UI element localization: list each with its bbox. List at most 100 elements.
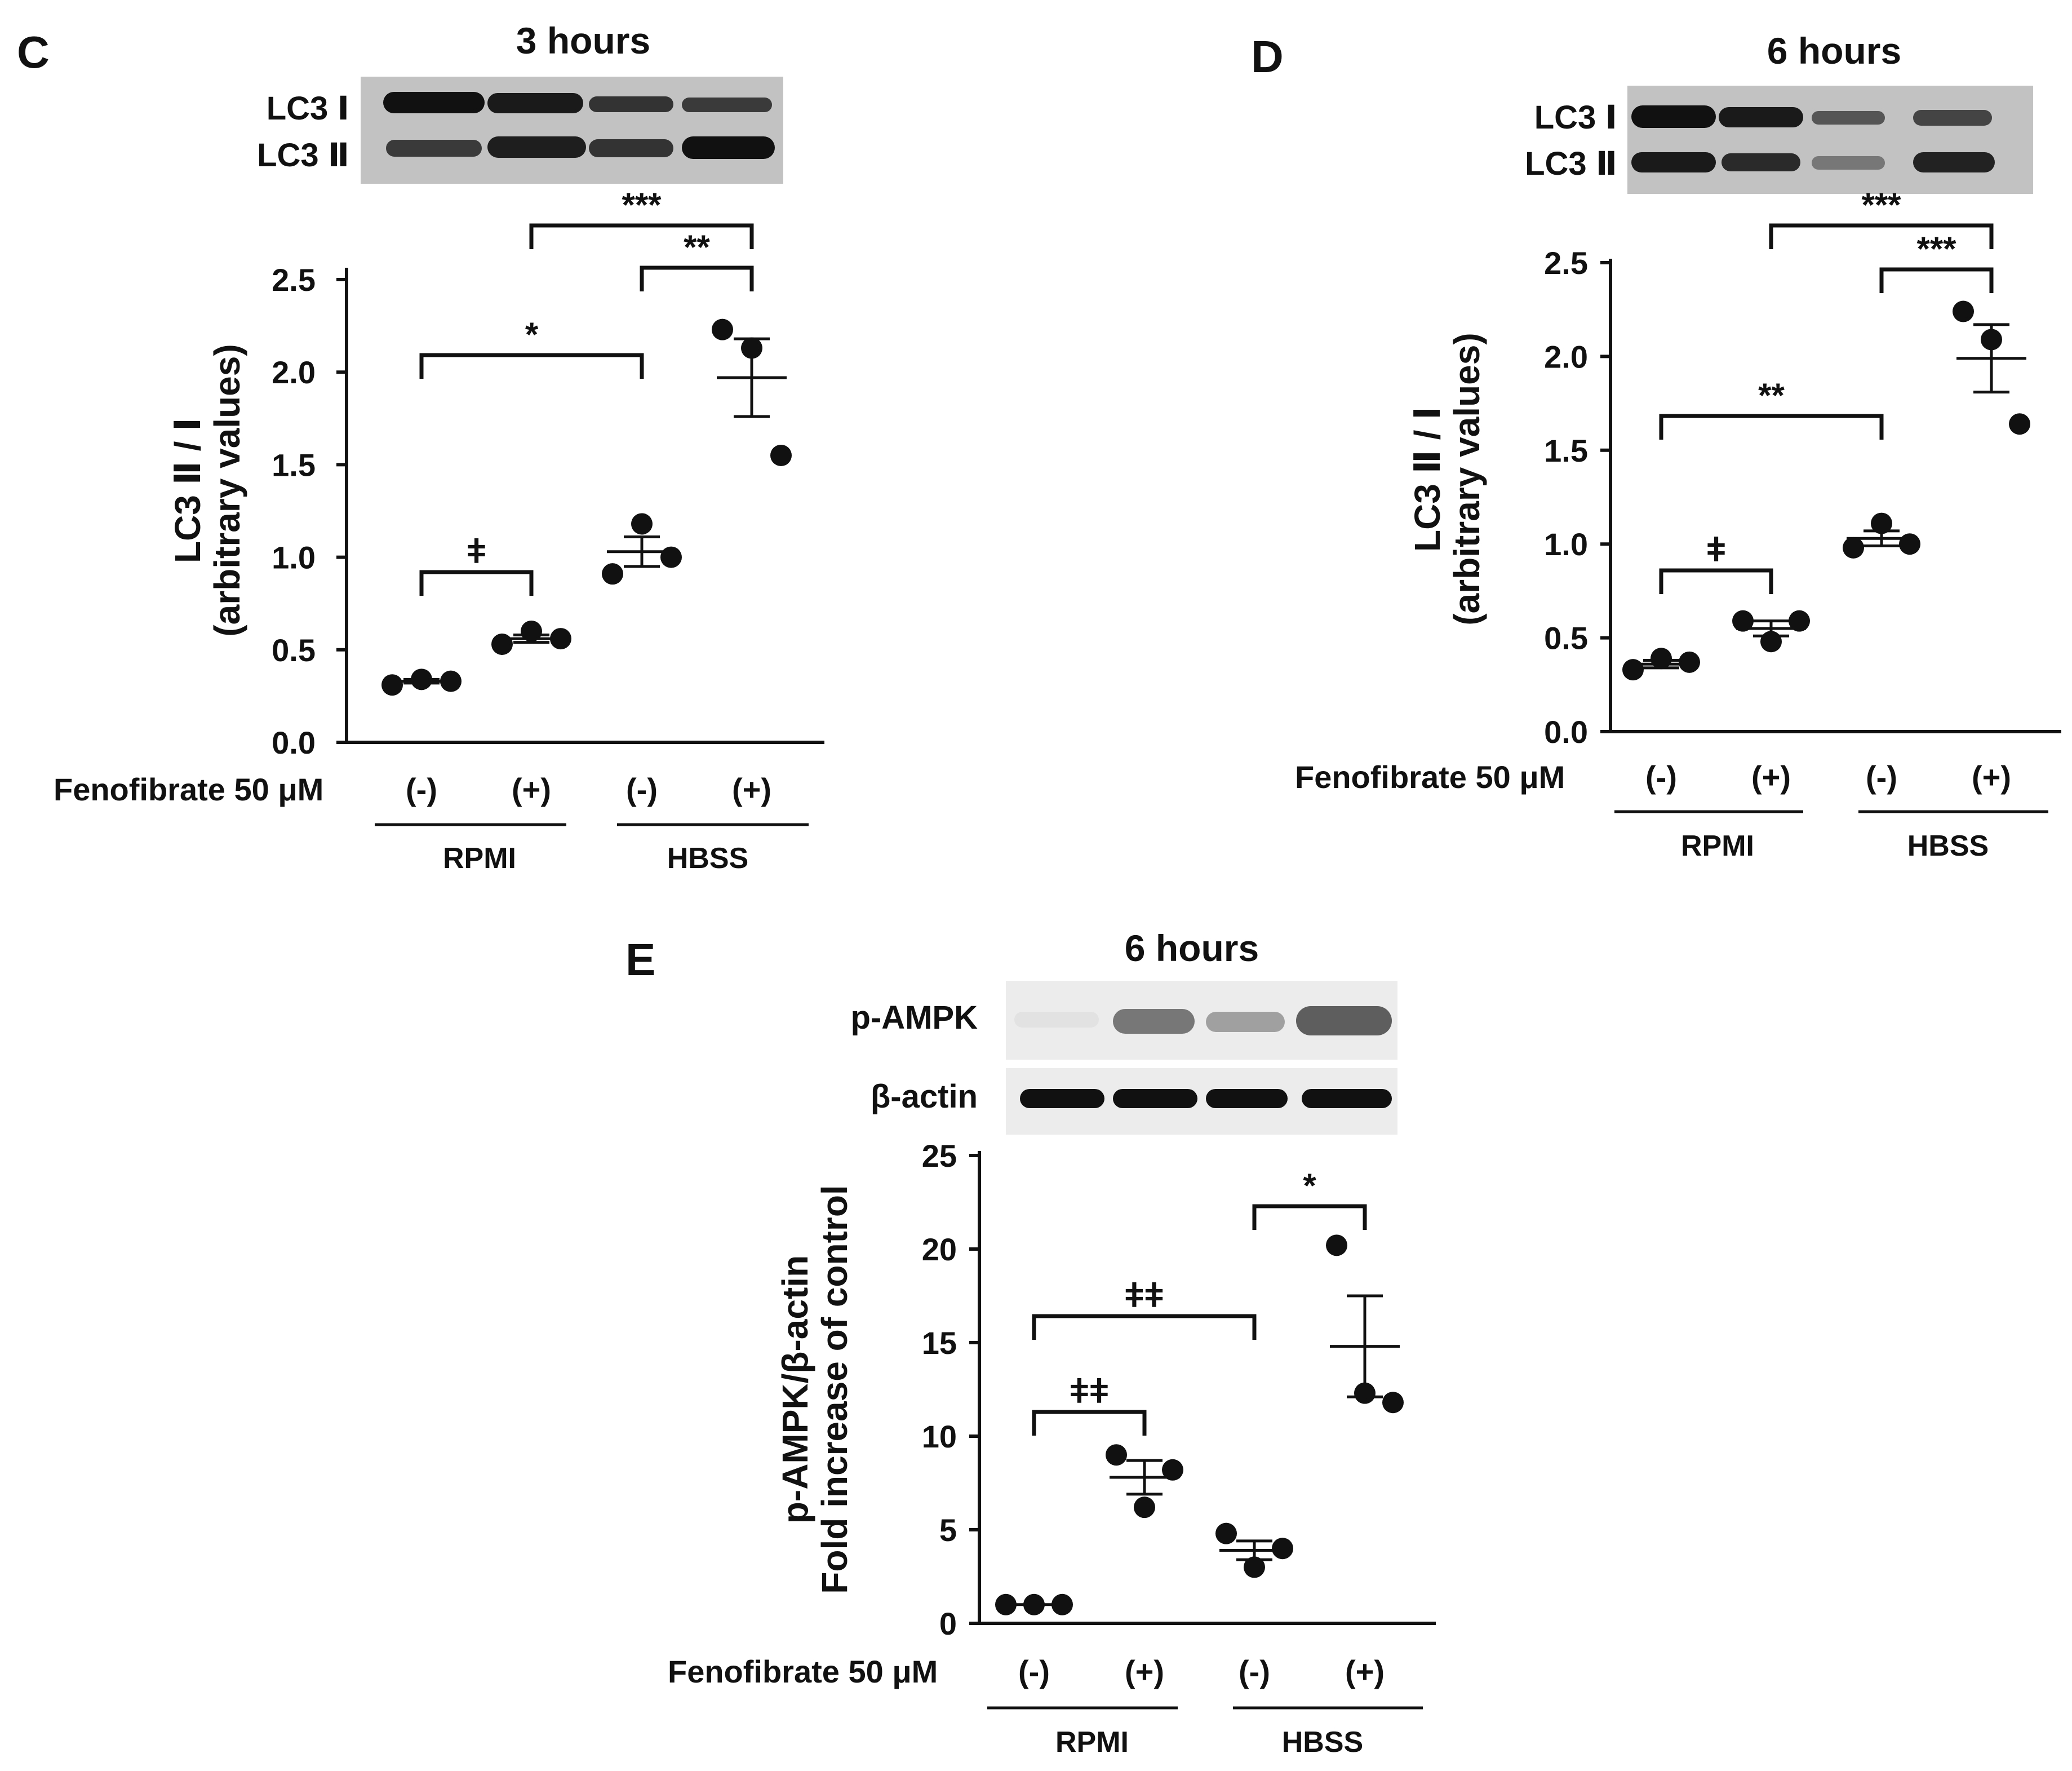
data-point (1382, 1392, 1404, 1414)
data-point (1134, 1497, 1155, 1518)
blot-band (682, 136, 775, 159)
y-tick-label: 1.0 (272, 540, 316, 575)
data-point (491, 633, 513, 655)
data-point (381, 674, 403, 696)
blot-band (589, 96, 673, 112)
data-point (1622, 659, 1644, 681)
blot-band (487, 136, 586, 158)
panel-title: 6 hours (1125, 927, 1259, 969)
data-point (1326, 1234, 1347, 1256)
blot-label: LC3 Ⅱ (1525, 145, 1617, 182)
data-point (770, 444, 792, 466)
data-point (1679, 651, 1700, 673)
y-tick-label: 1.5 (272, 447, 316, 482)
data-point (660, 546, 682, 568)
data-point (411, 668, 432, 690)
significance-label: * (525, 316, 539, 353)
panel-c: C 3 hours LC3 Ⅰ LC3 Ⅱ LC3 Ⅱ / Ⅰ (arbitra… (17, 20, 824, 875)
blot-band (1722, 153, 1800, 171)
data-point (521, 620, 542, 642)
significance-label: * (1303, 1167, 1316, 1205)
y-axis-subtitle: Fold increase of control (814, 1185, 855, 1593)
y-tick-label: 1.5 (1544, 433, 1588, 468)
y-tick-label: 2.0 (272, 355, 316, 390)
data-point (1732, 610, 1754, 632)
blot-band (386, 140, 482, 157)
treatment-label: Fenofibrate 50 μM (54, 772, 323, 807)
condition-label: (+) (1125, 1654, 1164, 1689)
y-tick-label: 0.0 (1544, 714, 1588, 750)
data-point (1843, 537, 1864, 559)
condition-label: (+) (1972, 759, 2011, 795)
group-label: HBSS (1282, 1726, 1363, 1759)
data-point (1272, 1538, 1293, 1560)
panel-d: D 6 hours LC3 Ⅰ LC3 Ⅱ LC3 Ⅱ / Ⅰ (arbitra… (1251, 30, 2061, 862)
significance-bracket (419, 353, 644, 379)
blot-label: LC3 Ⅰ (267, 90, 349, 127)
condition-label: (+) (512, 772, 551, 807)
blot-band (1020, 1089, 1104, 1108)
y-tick-label: 20 (922, 1232, 957, 1267)
data-point (1953, 300, 1974, 322)
data-point (1244, 1556, 1265, 1578)
blot-label: LC3 Ⅰ (1534, 99, 1617, 136)
significance-bracket (640, 265, 754, 291)
y-tick-label: 2.5 (1544, 245, 1588, 281)
y-tick-label: 0.5 (272, 632, 316, 668)
group-label: HBSS (1907, 830, 1989, 862)
western-blot (1627, 86, 2033, 194)
blot-band (589, 139, 673, 157)
data-point (1354, 1382, 1376, 1404)
blot-band (1631, 152, 1716, 172)
data-point (995, 1593, 1017, 1615)
blot-band (1206, 1089, 1288, 1108)
y-tick-label: 15 (922, 1325, 957, 1361)
error-bars (387, 337, 787, 685)
blot-band (383, 92, 485, 113)
y-tick-label: 25 (922, 1138, 957, 1174)
condition-label: (+) (1345, 1654, 1385, 1689)
blot-background (1627, 86, 2033, 194)
y-tick-label: 0 (939, 1606, 957, 1641)
data-point (1899, 533, 1920, 555)
data-point (1981, 329, 2002, 351)
blot-band (1014, 1012, 1099, 1028)
significance-bracket (1879, 267, 1994, 293)
significance-bracket (529, 223, 754, 249)
blot-band (682, 98, 772, 112)
significance-brackets: ǂ****** (419, 186, 754, 596)
data-point (550, 628, 571, 650)
data-point (2009, 413, 2030, 435)
y-axis-title: LC3 Ⅱ / Ⅰ (1407, 406, 1448, 552)
significance-bracket (1252, 1204, 1367, 1230)
data-points (1622, 300, 2030, 681)
blot-band (1206, 1012, 1285, 1032)
significance-brackets: ǂǂ ǂǂ * (1032, 1167, 1367, 1436)
panel-letter: D (1251, 32, 1284, 82)
significance-bracket (1032, 1314, 1257, 1340)
data-points (995, 1234, 1404, 1615)
blot-band (1113, 1009, 1195, 1034)
significance-bracket (419, 570, 534, 596)
data-point (1023, 1593, 1045, 1615)
panel-title: 3 hours (516, 20, 650, 61)
significance-brackets: ǂ******** (1659, 186, 1994, 594)
y-tick-label: 2.0 (1544, 339, 1588, 374)
data-point (602, 563, 623, 585)
data-point (741, 337, 762, 359)
error-bars (999, 1294, 1400, 1606)
blot-band (1913, 110, 1992, 126)
western-blot (361, 77, 783, 184)
blot-band (1812, 156, 1885, 170)
y-tick-label: 5 (939, 1512, 957, 1548)
data-point (440, 670, 462, 692)
panel-e: E 6 hours p-AMPK β-actin p-AMPK/β-actin … (625, 927, 1436, 1759)
significance-label: ** (1758, 377, 1785, 414)
significance-bracket (1659, 414, 1884, 440)
panel-letter: C (17, 27, 50, 77)
y-ticks: 0.0 0.5 1.0 1.5 2.0 2.5 (1544, 245, 1610, 750)
treatment-label: Fenofibrate 50 μM (1295, 759, 1565, 795)
significance-label: ǂǂ (1070, 1372, 1109, 1410)
condition-label: (-) (1866, 759, 1897, 795)
blot-band (1302, 1089, 1392, 1108)
